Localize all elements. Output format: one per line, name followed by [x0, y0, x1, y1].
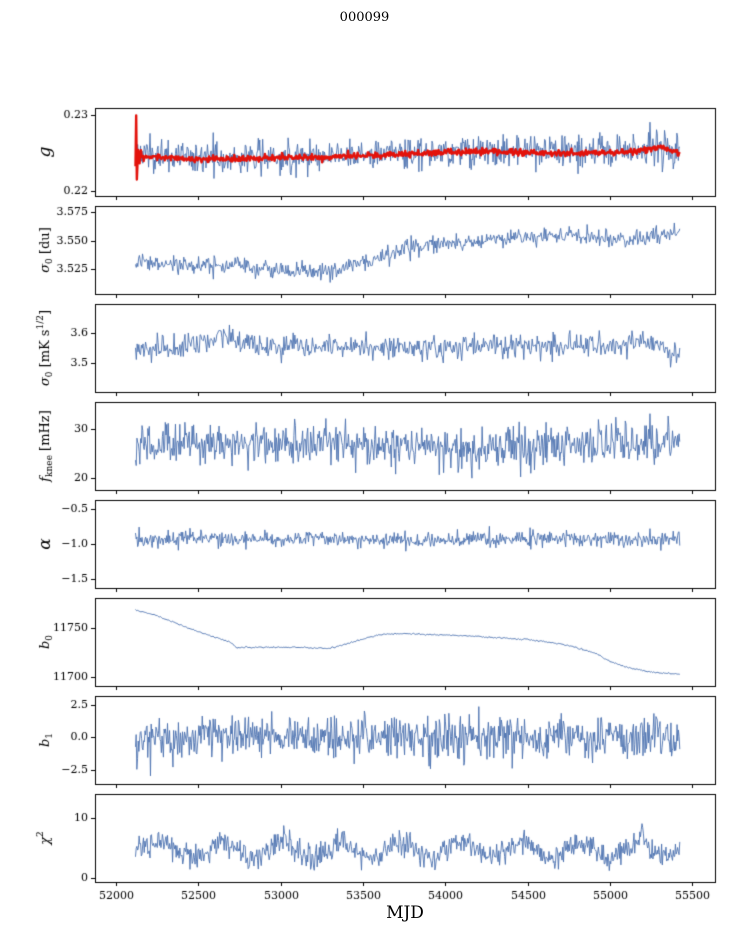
x-axis-label: MJD: [386, 903, 424, 923]
figure-title: 000099: [339, 10, 390, 25]
